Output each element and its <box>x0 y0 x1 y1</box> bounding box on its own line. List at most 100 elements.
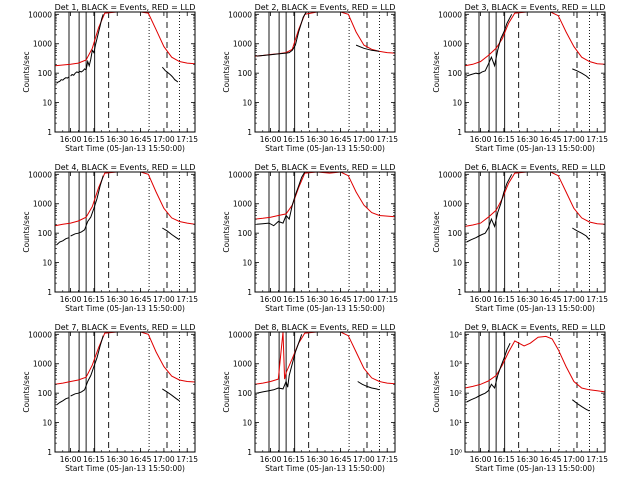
events-series-line <box>56 237 70 246</box>
x-axis-label: Start Time (05-Jan-13 15:50:00) <box>65 304 185 313</box>
y-tick-label: 10000 <box>228 10 252 19</box>
y-tick-label: 1000 <box>33 200 52 209</box>
panel-det-3: Det 3, BLACK = Events, RED = LLD 1 10 100 10… <box>432 3 608 153</box>
events-series-line <box>466 174 513 243</box>
y-tick-label: 1000 <box>33 40 52 49</box>
x-tick-label: 16:00 <box>260 455 282 464</box>
events-series-line <box>466 342 511 403</box>
x-tick-label: 16:00 <box>260 295 282 304</box>
x-tick-label: 16:15 <box>493 295 515 304</box>
x-tick-label: 16:00 <box>470 135 492 144</box>
lld-series-line <box>465 12 605 67</box>
y-tick-label: 100 <box>448 69 463 78</box>
y-tick-label: 10000 <box>438 10 462 19</box>
x-tick-label: 16:30 <box>306 295 328 304</box>
panel-det-5: Det 5, BLACK = Events, RED = LLD 1 10 100 10… <box>222 163 398 313</box>
panel-title: Det 9, BLACK = Events, RED = LLD <box>465 323 606 332</box>
x-tick-label: 17:15 <box>376 135 398 144</box>
x-tick-label: 16:30 <box>516 455 538 464</box>
y-tick-label: 100 <box>38 69 53 78</box>
y-tick-label: 10 <box>242 419 252 428</box>
x-tick-label: 16:30 <box>106 135 128 144</box>
x-tick-label: 16:30 <box>306 135 328 144</box>
y-axis-label: Counts/sec <box>432 371 441 412</box>
events-series-line <box>56 76 70 84</box>
panel-title: Det 5, BLACK = Events, RED = LLD <box>255 163 396 172</box>
x-tick-label: 17:00 <box>353 135 375 144</box>
x-tick-label: 16:45 <box>540 295 562 304</box>
x-tick-label: 16:00 <box>470 455 492 464</box>
events-series-line <box>572 227 590 241</box>
x-tick-label: 16:00 <box>60 295 82 304</box>
x-tick-label: 16:45 <box>330 295 352 304</box>
y-tick-label: 10000 <box>28 330 52 339</box>
y-tick-label: 1 <box>47 288 52 297</box>
x-tick-label: 17:00 <box>563 135 585 144</box>
y-tick-label: 10 <box>242 259 252 268</box>
x-tick-label: 16:15 <box>493 455 515 464</box>
y-axis-label: Counts/sec <box>222 371 231 412</box>
lld-series-line <box>465 172 605 227</box>
y-tick-label: 10⁰ <box>449 448 462 457</box>
x-tick-label: 16:00 <box>60 455 82 464</box>
y-tick-label: 10000 <box>438 170 462 179</box>
events-series-line <box>256 12 307 57</box>
x-tick-label: 17:00 <box>563 455 585 464</box>
lld-series-line <box>55 332 195 385</box>
y-axis-label: Counts/sec <box>22 371 31 412</box>
events-series-line <box>357 381 380 391</box>
events-series-line <box>256 172 306 227</box>
y-tick-label: 10³ <box>449 360 462 369</box>
x-tick-label: 17:15 <box>176 455 198 464</box>
x-tick-label: 17:15 <box>376 455 398 464</box>
y-tick-label: 100 <box>238 69 253 78</box>
y-tick-label: 10 <box>452 99 462 108</box>
y-tick-label: 10000 <box>228 170 252 179</box>
events-series-line <box>70 175 104 237</box>
panel-title: Det 7, BLACK = Events, RED = LLD <box>55 323 196 332</box>
x-tick-label: 16:45 <box>130 295 152 304</box>
y-tick-label: 10 <box>42 419 52 428</box>
panel-det-9: Det 9, BLACK = Events, RED = LLD 10⁰ 10¹ 10… <box>432 323 608 473</box>
x-tick-label: 17:00 <box>153 135 175 144</box>
x-tick-label: 17:15 <box>176 295 198 304</box>
x-tick-label: 16:30 <box>516 135 538 144</box>
y-tick-label: 1 <box>457 288 462 297</box>
events-series-line <box>466 14 513 77</box>
panel-title: Det 8, BLACK = Events, RED = LLD <box>255 323 396 332</box>
panel-title: Det 6, BLACK = Events, RED = LLD <box>465 163 606 172</box>
lld-series-line <box>55 12 195 67</box>
y-axis-label: Counts/sec <box>432 211 441 252</box>
x-tick-label: 16:00 <box>260 135 282 144</box>
panel-det-7: Det 7, BLACK = Events, RED = LLD 1 10 100 10… <box>22 323 198 473</box>
lld-series-line <box>255 12 395 57</box>
x-tick-label: 16:45 <box>330 455 352 464</box>
x-tick-label: 16:15 <box>83 295 105 304</box>
plot-frame <box>254 331 396 453</box>
y-tick-label: 100 <box>448 229 463 238</box>
x-tick-label: 17:15 <box>586 135 608 144</box>
y-tick-label: 1 <box>47 128 52 137</box>
x-tick-label: 17:15 <box>586 455 608 464</box>
events-series-line <box>70 335 104 397</box>
y-tick-label: 10000 <box>28 170 52 179</box>
panel-det-2: Det 2, BLACK = Events, RED = LLD 1 10 100 10… <box>222 3 398 153</box>
y-tick-label: 10000 <box>28 10 52 19</box>
x-tick-label: 16:15 <box>283 455 305 464</box>
y-axis-label: Counts/sec <box>22 211 31 252</box>
plot-frame <box>464 11 606 133</box>
x-tick-label: 16:15 <box>283 135 305 144</box>
lld-series-line <box>255 332 395 385</box>
plot-frame <box>54 331 196 453</box>
panel-title: Det 3, BLACK = Events, RED = LLD <box>465 3 606 12</box>
events-series-line <box>355 44 380 52</box>
lld-series-line <box>55 172 195 227</box>
x-tick-label: 16:00 <box>60 135 82 144</box>
events-series-line <box>256 334 303 394</box>
x-tick-label: 16:15 <box>493 135 515 144</box>
events-series-line <box>162 227 180 241</box>
x-tick-label: 16:30 <box>106 295 128 304</box>
y-tick-label: 10 <box>42 99 52 108</box>
y-tick-label: 1000 <box>33 360 52 369</box>
